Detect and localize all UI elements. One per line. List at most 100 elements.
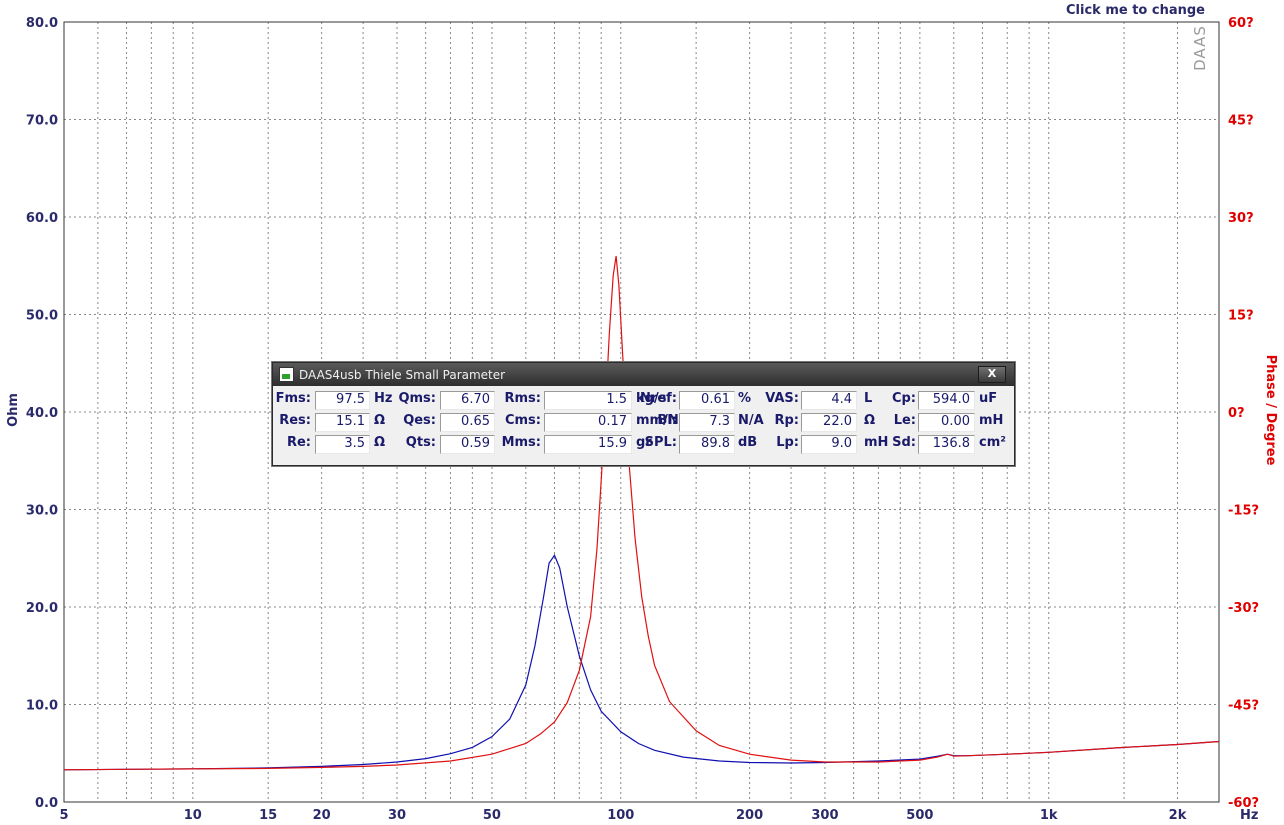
phase-tick-label: 60?: [1228, 16, 1254, 31]
param-unit: uF: [979, 391, 998, 406]
param-value-field[interactable]: 594.0: [918, 391, 975, 410]
param-value-field[interactable]: 97.5: [315, 391, 370, 410]
phase-tick-label: -30?: [1228, 601, 1259, 616]
param-unit: L: [864, 391, 873, 406]
chart-curves: [63, 255, 1220, 771]
window-title: DAAS4usb Thiele Small Parameter: [299, 368, 506, 382]
param-label: VAS:: [765, 391, 799, 406]
param-label: Qms:: [398, 391, 436, 406]
plot-frame: [63, 21, 1220, 803]
frequency-tick-label: 100: [607, 808, 634, 823]
param-unit: kg/s: [636, 391, 667, 406]
param-value-field[interactable]: 136.8: [918, 435, 975, 454]
ohm-tick-label: 60.0: [26, 211, 58, 226]
phase-tick-label: 45?: [1228, 114, 1254, 129]
param-label: Qts:: [405, 435, 436, 450]
frequency-tick-label: 5: [59, 808, 68, 823]
phase-axis-ticks: -60? -45? -30? -15? 0? 15? 30? 45? 60?: [1228, 16, 1259, 811]
window-titlebar[interactable]: DAAS4usb Thiele Small Parameter X: [273, 363, 1014, 386]
param-label: Re:: [286, 435, 311, 450]
frequency-unit-label: Hz: [1240, 808, 1258, 823]
param-label: Fms:: [275, 391, 311, 406]
param-value-field[interactable]: 0.61: [679, 391, 735, 410]
ohm-tick-label: 20.0: [26, 601, 58, 616]
phase-tick-label: 30?: [1228, 211, 1254, 226]
ohm-tick-label: 0.0: [35, 796, 58, 811]
param-label: Res:: [279, 413, 311, 428]
param-label: Bl:: [657, 413, 677, 428]
ohm-axis-label: Ohm: [6, 393, 21, 427]
phase-tick-label: -15?: [1228, 504, 1259, 519]
param-value-field[interactable]: 0.65: [440, 413, 495, 432]
ohm-tick-label: 30.0: [26, 504, 58, 519]
frequency-tick-label: 50: [483, 808, 501, 823]
param-value-field[interactable]: 89.8: [679, 435, 735, 454]
frequency-tick-label: 15: [259, 808, 277, 823]
param-label: Qes:: [403, 413, 436, 428]
frequency-tick-label: 2k: [1169, 808, 1187, 823]
param-label: Nref:: [640, 391, 677, 406]
param-label: Lp:: [776, 435, 799, 450]
param-unit: mH: [864, 435, 889, 450]
parameter-grid: Fms: 97.5 Hz Res: 15.1 Ω Re: 3.5 Ω Qms: 6.70 Qes: 0.…: [273, 387, 1014, 465]
param-unit: mH: [979, 413, 1004, 428]
param-unit: cm²: [979, 435, 1006, 450]
param-label: Cp:: [891, 391, 916, 406]
ohm-tick-label: 70.0: [26, 114, 58, 129]
param-unit: mm/N: [636, 413, 679, 428]
watermark-text: DAAS: [1190, 25, 1209, 71]
param-value-field[interactable]: 0.17: [544, 413, 632, 432]
frequency-tick-label: 20: [313, 808, 331, 823]
param-value-field[interactable]: 6.70: [440, 391, 495, 410]
frequency-tick-label: 1k: [1040, 808, 1058, 823]
param-unit: Ω: [374, 413, 386, 428]
ohm-tick-label: 50.0: [26, 309, 58, 324]
param-label: Le:: [893, 413, 916, 428]
param-label: Rp:: [774, 413, 799, 428]
phase-tick-label: 15?: [1228, 309, 1254, 324]
param-value-field[interactable]: 0.59: [440, 435, 495, 454]
param-value-field[interactable]: 22.0: [801, 413, 857, 432]
param-label: Rms:: [504, 391, 542, 406]
param-label: Cms:: [504, 413, 541, 428]
param-unit: Ω: [864, 413, 876, 428]
close-button[interactable]: X: [978, 366, 1006, 383]
red-series-line: [63, 255, 1220, 771]
param-unit: gr: [636, 435, 652, 450]
param-label: Sd:: [892, 435, 916, 450]
frequency-tick-label: 10: [184, 808, 202, 823]
param-unit: %: [738, 391, 752, 406]
param-unit: N/A: [738, 413, 764, 428]
param-unit: dB: [738, 435, 758, 450]
daas-watermark: DAAS: [1191, 22, 1221, 82]
phase-tick-label: -60?: [1228, 796, 1259, 811]
click-to-change-link[interactable]: Click me to change: [1066, 3, 1206, 18]
frequency-tick-label: 300: [811, 808, 838, 823]
frequency-axis-ticks: 5 10 15 20 30 50 100 200 300 500 1k 2k: [59, 808, 1186, 823]
param-label: Mms:: [501, 435, 541, 450]
param-value-field[interactable]: 15.1: [315, 413, 370, 432]
app-icon: [279, 367, 294, 382]
param-value-field[interactable]: 9.0: [801, 435, 857, 454]
param-label: SPL:: [644, 435, 677, 450]
ohm-axis-ticks: 0.0 10.0 20.0 30.0 40.0 50.0 60.0 70.0 80.0: [26, 16, 58, 811]
param-value-field[interactable]: 1.5: [544, 391, 632, 410]
ohm-tick-label: 40.0: [26, 406, 58, 421]
phase-axis-label: Phase / Degree: [1263, 355, 1278, 466]
blue-series-line: [63, 554, 1220, 771]
frequency-tick-label: 200: [736, 808, 763, 823]
param-unit: Hz: [374, 391, 393, 406]
param-value-field[interactable]: 3.5: [315, 435, 370, 454]
param-unit: Ω: [374, 435, 386, 450]
param-value-field[interactable]: 0.00: [918, 413, 975, 432]
ohm-tick-label: 10.0: [26, 699, 58, 714]
phase-tick-label: -45?: [1228, 699, 1259, 714]
param-value-field[interactable]: 7.3: [679, 413, 735, 432]
param-value-field[interactable]: 4.4: [801, 391, 857, 410]
frequency-tick-label: 500: [906, 808, 933, 823]
phase-tick-label: 0?: [1228, 406, 1245, 421]
frequency-tick-label: 30: [388, 808, 406, 823]
ohm-tick-label: 80.0: [26, 16, 58, 31]
thiele-small-window: DAAS4usb Thiele Small Parameter X Fms: 97…: [272, 362, 1015, 466]
param-value-field[interactable]: 15.9: [544, 435, 632, 454]
